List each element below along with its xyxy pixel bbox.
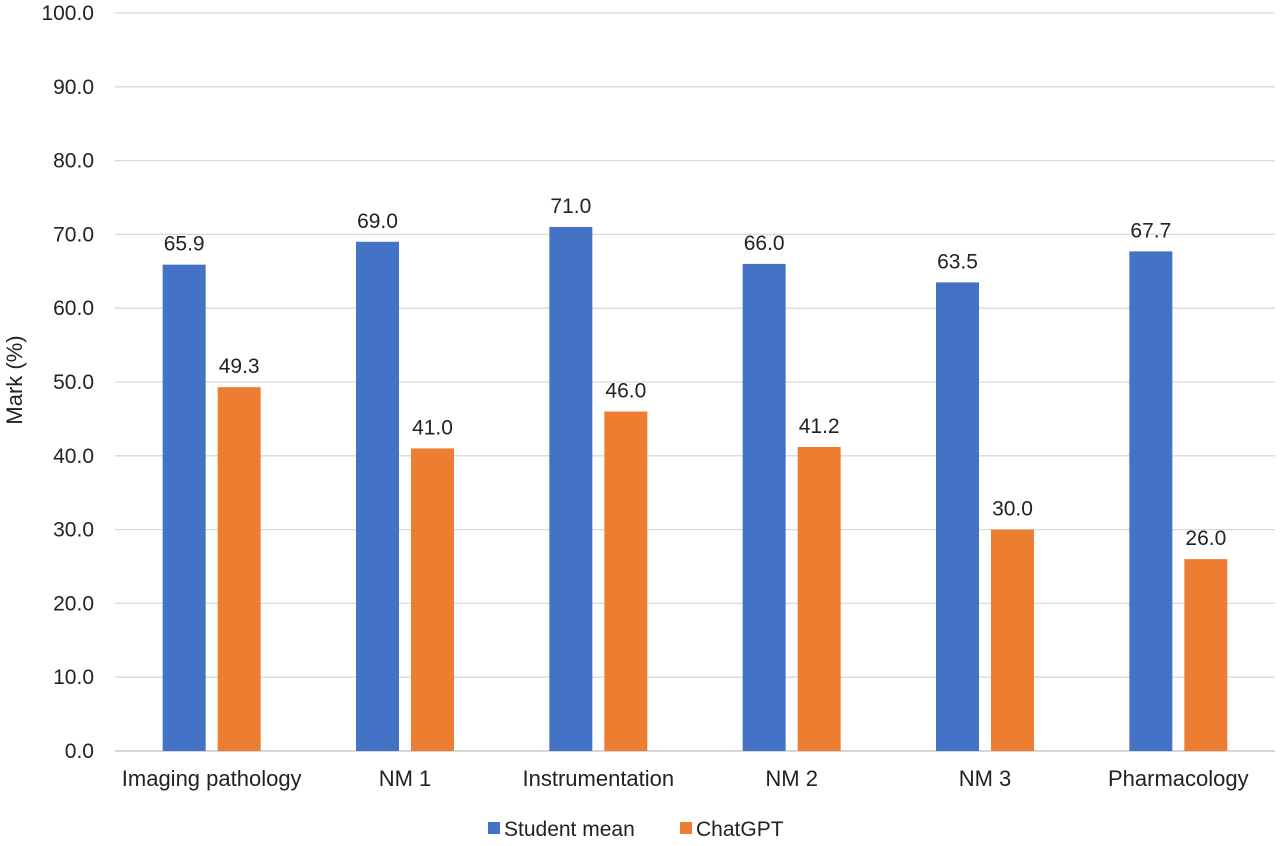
x-category-label: NM 2 — [765, 766, 818, 791]
data-label: 49.3 — [219, 355, 260, 378]
bar-student-mean — [162, 264, 206, 751]
gridlines — [115, 12, 1275, 752]
data-label: 41.2 — [799, 415, 840, 438]
y-axis-title: Mark (%) — [2, 335, 27, 424]
y-tick-label: 10.0 — [53, 666, 94, 689]
bars — [162, 227, 1228, 751]
y-tick-label: 90.0 — [53, 76, 94, 99]
data-label: 67.7 — [1130, 219, 1171, 242]
data-label: 65.9 — [164, 233, 205, 256]
x-category-label: NM 3 — [959, 766, 1012, 791]
data-labels: 65.9 49.3 69.0 41.0 71.0 46.0 66.0 41.2 63.5 30.0… — [164, 195, 1227, 550]
y-tick-label: 70.0 — [53, 223, 94, 246]
bar-chatgpt — [991, 529, 1034, 751]
data-label: 46.0 — [605, 380, 646, 403]
data-label: 30.0 — [992, 498, 1033, 521]
data-label: 63.5 — [937, 250, 978, 273]
data-label: 71.0 — [550, 195, 591, 218]
legend-label: ChatGPT — [696, 818, 784, 841]
bar-student-mean — [356, 241, 399, 751]
y-tick-label: 80.0 — [53, 150, 94, 173]
data-label: 41.0 — [412, 416, 453, 439]
data-label: 69.0 — [357, 210, 398, 233]
bar-chatgpt — [604, 411, 648, 751]
x-category-label: Pharmacology — [1108, 766, 1249, 791]
bar-chatgpt — [1184, 559, 1228, 751]
bar-student-mean — [936, 282, 979, 751]
legend-swatch — [680, 822, 692, 834]
bar-student-mean — [1129, 251, 1173, 751]
y-tick-label: 60.0 — [53, 297, 94, 320]
bar-student-mean — [742, 263, 786, 751]
bar-chatgpt — [217, 387, 261, 751]
y-tick-label: 50.0 — [53, 371, 94, 394]
x-axis-categories: Imaging pathology NM 1 Instrumentation NM 2… — [122, 766, 1249, 791]
y-tick-label: 30.0 — [53, 519, 94, 542]
y-tick-label: 20.0 — [53, 592, 94, 615]
legend-swatch — [488, 822, 500, 834]
x-category-label: NM 1 — [379, 766, 432, 791]
data-label: 66.0 — [744, 232, 785, 255]
x-category-label: Imaging pathology — [122, 766, 302, 791]
legend-label: Student mean — [504, 818, 635, 841]
data-label: 26.0 — [1185, 527, 1226, 550]
y-tick-label: 40.0 — [53, 445, 94, 468]
bar-chatgpt — [797, 446, 841, 751]
y-tick-label: 0.0 — [65, 740, 94, 763]
bar-student-mean — [549, 227, 593, 751]
x-category-label: Instrumentation — [523, 766, 675, 791]
y-axis-ticks: 0.0 10.0 20.0 30.0 40.0 50.0 60.0 70.0 80.0 90.0 1… — [41, 2, 94, 763]
bar-chatgpt — [411, 448, 454, 751]
legend: Student mean ChatGPT — [488, 818, 784, 841]
y-tick-label: 100.0 — [41, 2, 94, 25]
